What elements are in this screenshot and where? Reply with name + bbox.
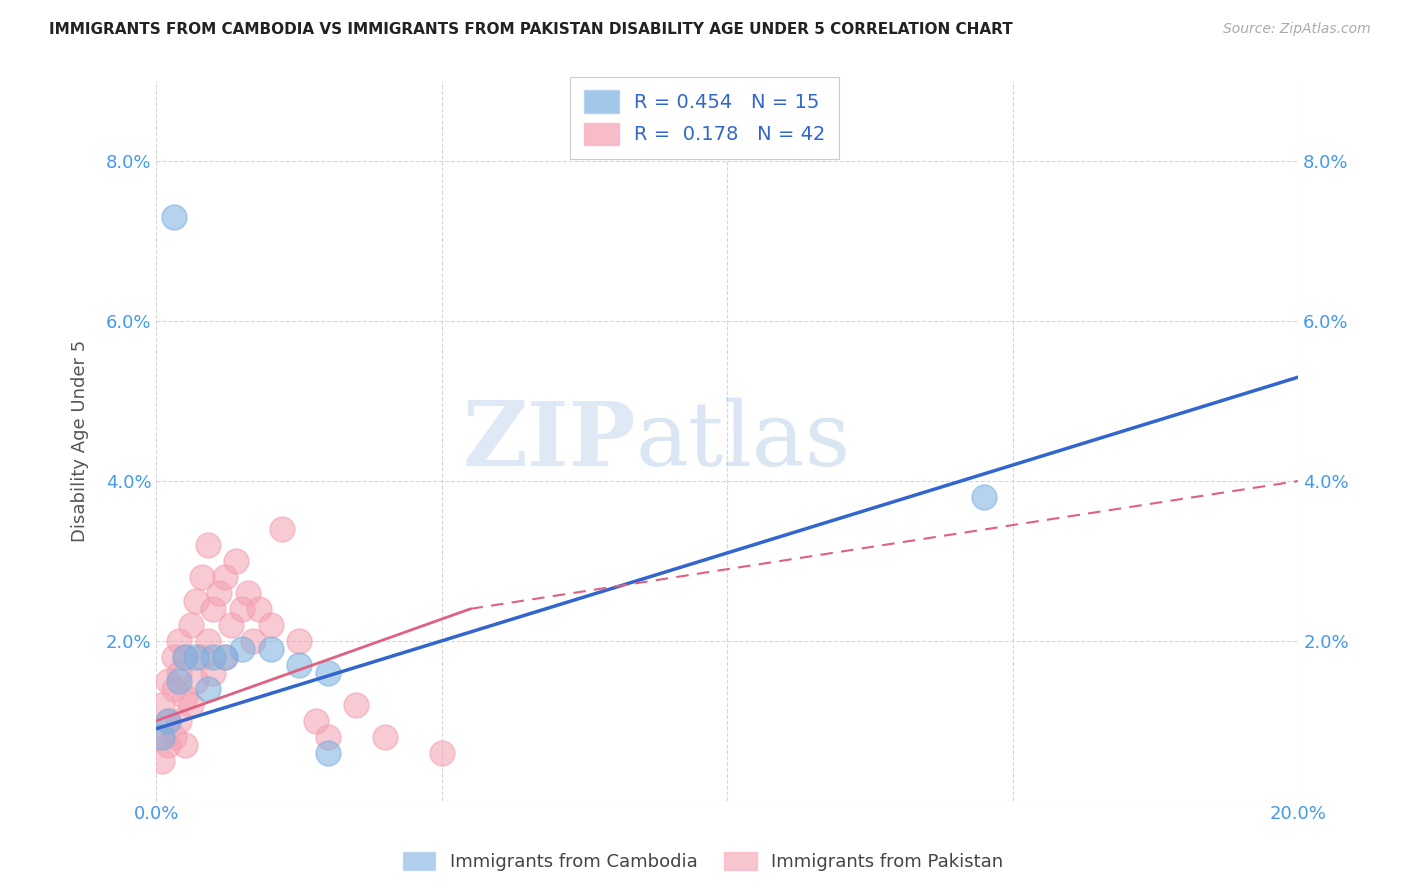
Point [162, 211, 184, 225]
Point [288, 633, 311, 648]
Text: IMMIGRANTS FROM CAMBODIA VS IMMIGRANTS FROM PAKISTAN DISABILITY AGE UNDER 5 CORR: IMMIGRANTS FROM CAMBODIA VS IMMIGRANTS F… [49, 22, 1012, 37]
Point [219, 617, 242, 632]
Point [197, 633, 219, 648]
Point [202, 602, 225, 616]
Text: Source: ZipAtlas.com: Source: ZipAtlas.com [1223, 22, 1371, 37]
Point [191, 649, 214, 664]
Point [191, 570, 214, 584]
Point [236, 586, 259, 600]
Point [214, 570, 236, 584]
Point [202, 649, 225, 664]
Point [247, 602, 270, 616]
Point [156, 673, 179, 688]
Point [288, 657, 311, 672]
Point [231, 641, 253, 656]
Point [973, 490, 995, 504]
Point [162, 649, 184, 664]
Point [305, 714, 328, 728]
Point [167, 673, 190, 688]
Point [186, 649, 208, 664]
Point [271, 522, 294, 536]
Point [150, 730, 173, 744]
Point [167, 633, 190, 648]
Point [208, 586, 231, 600]
Point [150, 730, 173, 744]
Text: atlas: atlas [636, 397, 851, 484]
Point [156, 714, 179, 728]
Point [214, 649, 236, 664]
Point [162, 730, 184, 744]
Point [150, 754, 173, 768]
Point [150, 698, 173, 712]
Point [214, 649, 236, 664]
Text: ZIP: ZIP [463, 398, 636, 484]
Point [344, 698, 367, 712]
Point [156, 738, 179, 752]
Point [186, 673, 208, 688]
Point [316, 730, 339, 744]
Point [180, 698, 202, 712]
Point [197, 538, 219, 552]
Point [174, 690, 197, 704]
Point [231, 602, 253, 616]
Point [174, 738, 197, 752]
Point [180, 617, 202, 632]
Point [174, 649, 197, 664]
Point [167, 665, 190, 680]
Point [225, 554, 247, 568]
Point [374, 730, 396, 744]
Point [186, 594, 208, 608]
Point [242, 633, 264, 648]
Point [197, 681, 219, 696]
Point [430, 746, 453, 760]
Legend: R = 0.454   N = 15, R =  0.178   N = 42: R = 0.454 N = 15, R = 0.178 N = 42 [569, 77, 839, 159]
Point [162, 681, 184, 696]
Point [167, 714, 190, 728]
Y-axis label: Disability Age Under 5: Disability Age Under 5 [72, 340, 89, 542]
Legend: Immigrants from Cambodia, Immigrants from Pakistan: Immigrants from Cambodia, Immigrants fro… [395, 845, 1011, 879]
Point [316, 665, 339, 680]
Point [202, 665, 225, 680]
Point [316, 746, 339, 760]
Point [259, 617, 281, 632]
Point [259, 641, 281, 656]
Point [174, 649, 197, 664]
Point [156, 714, 179, 728]
